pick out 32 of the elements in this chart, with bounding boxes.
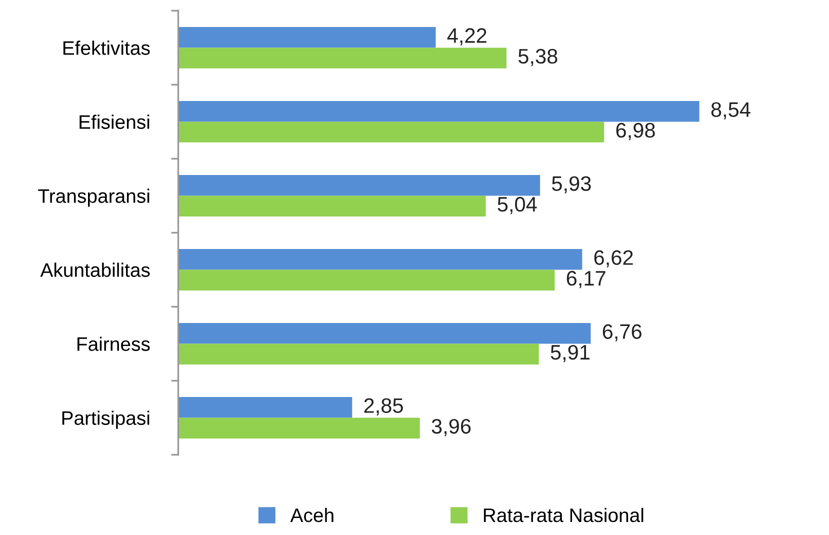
bar [178,122,604,142]
bar [178,397,352,418]
data-label: 5,91 [550,344,590,362]
bar [178,175,540,196]
bar [178,418,420,438]
bar [178,26,436,48]
y-tick-label: Partisipasi [62,410,150,429]
data-label: 3,96 [432,418,471,436]
data-label: 5,38 [518,48,558,66]
bar [178,100,700,122]
y-tick-label: Efisiensi [80,114,150,129]
data-label: 2,85 [364,398,403,416]
data-label: 4,22 [447,28,486,46]
bar [178,249,582,270]
bar [178,344,539,364]
data-label: 6,98 [616,122,655,140]
legend-label: Aceh [290,508,334,522]
legend-label: Rata-rata Nasional [484,508,644,522]
bar [178,48,507,68]
bar [178,196,486,216]
bar [178,270,555,290]
bar [178,323,591,344]
data-label: 5,93 [552,176,591,194]
y-tick-label: Transparansi [38,188,150,207]
y-tick-label: Efektivitas [63,40,150,55]
data-label: 5,04 [498,196,537,214]
data-label: 8,54 [711,102,750,120]
data-label: 6,17 [566,270,606,288]
y-tick-label: Fairness [78,336,150,351]
y-tick-label: Akuntabilitas [40,262,150,277]
data-label: 6,76 [602,324,642,342]
data-label: 6,62 [594,250,633,268]
